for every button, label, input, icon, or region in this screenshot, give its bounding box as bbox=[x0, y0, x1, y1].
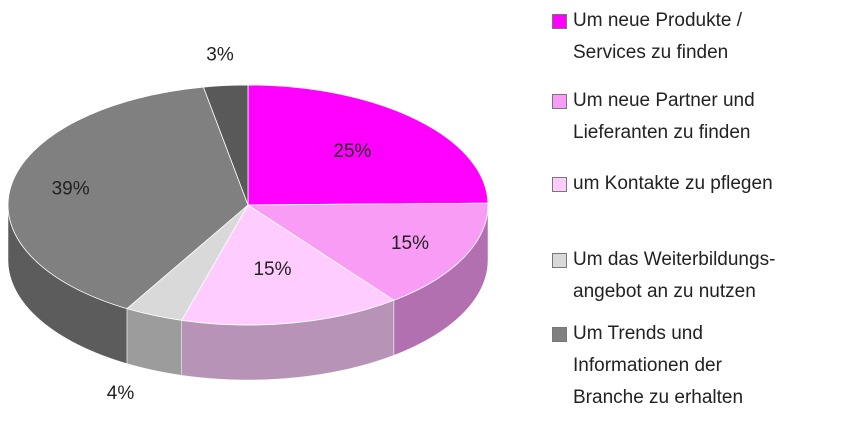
legend-swatch bbox=[552, 253, 567, 268]
legend-entry: Um das Weiterbildungs-angebot an zu nutz… bbox=[552, 244, 803, 308]
legend-swatch bbox=[552, 177, 567, 192]
legend-label: Um das Weiterbildungs-angebot an zu nutz… bbox=[573, 249, 776, 302]
legend-entry: Um neue Produkte / Services zu finden bbox=[552, 5, 798, 69]
legend-entry: um Kontakte zu pflegen bbox=[552, 168, 843, 200]
legend-label: um Kontakte zu pflegen bbox=[573, 173, 773, 194]
slice bbox=[202, 84, 249, 206]
legend-swatch bbox=[552, 327, 567, 342]
data-label: 15% bbox=[391, 233, 429, 254]
legend-entry: Um Trends und Informationen der Branche … bbox=[552, 318, 773, 414]
legend-swatch bbox=[552, 94, 567, 109]
data-label: 15% bbox=[253, 259, 291, 280]
legend-swatch bbox=[552, 14, 567, 29]
slice bbox=[246, 202, 489, 301]
legend-label: Um neue Partner und Lieferanten zu finde… bbox=[573, 90, 755, 143]
slice bbox=[181, 204, 395, 326]
legend-label: Um Trends und Informationen der Branche … bbox=[573, 323, 744, 408]
data-label: 25% bbox=[333, 141, 371, 162]
slice bbox=[247, 84, 489, 206]
data-label: 39% bbox=[52, 179, 90, 200]
pie-area: 25% 15% 15% 4% 39% 3% bbox=[7, 45, 489, 404]
data-label: 4% bbox=[107, 383, 135, 404]
legend-entry: Um neue Partner und Lieferanten zu finde… bbox=[552, 85, 798, 149]
legend-label: Um neue Produkte / Services zu finden bbox=[573, 10, 742, 63]
data-label: 3% bbox=[206, 45, 234, 66]
slice bbox=[7, 86, 249, 310]
